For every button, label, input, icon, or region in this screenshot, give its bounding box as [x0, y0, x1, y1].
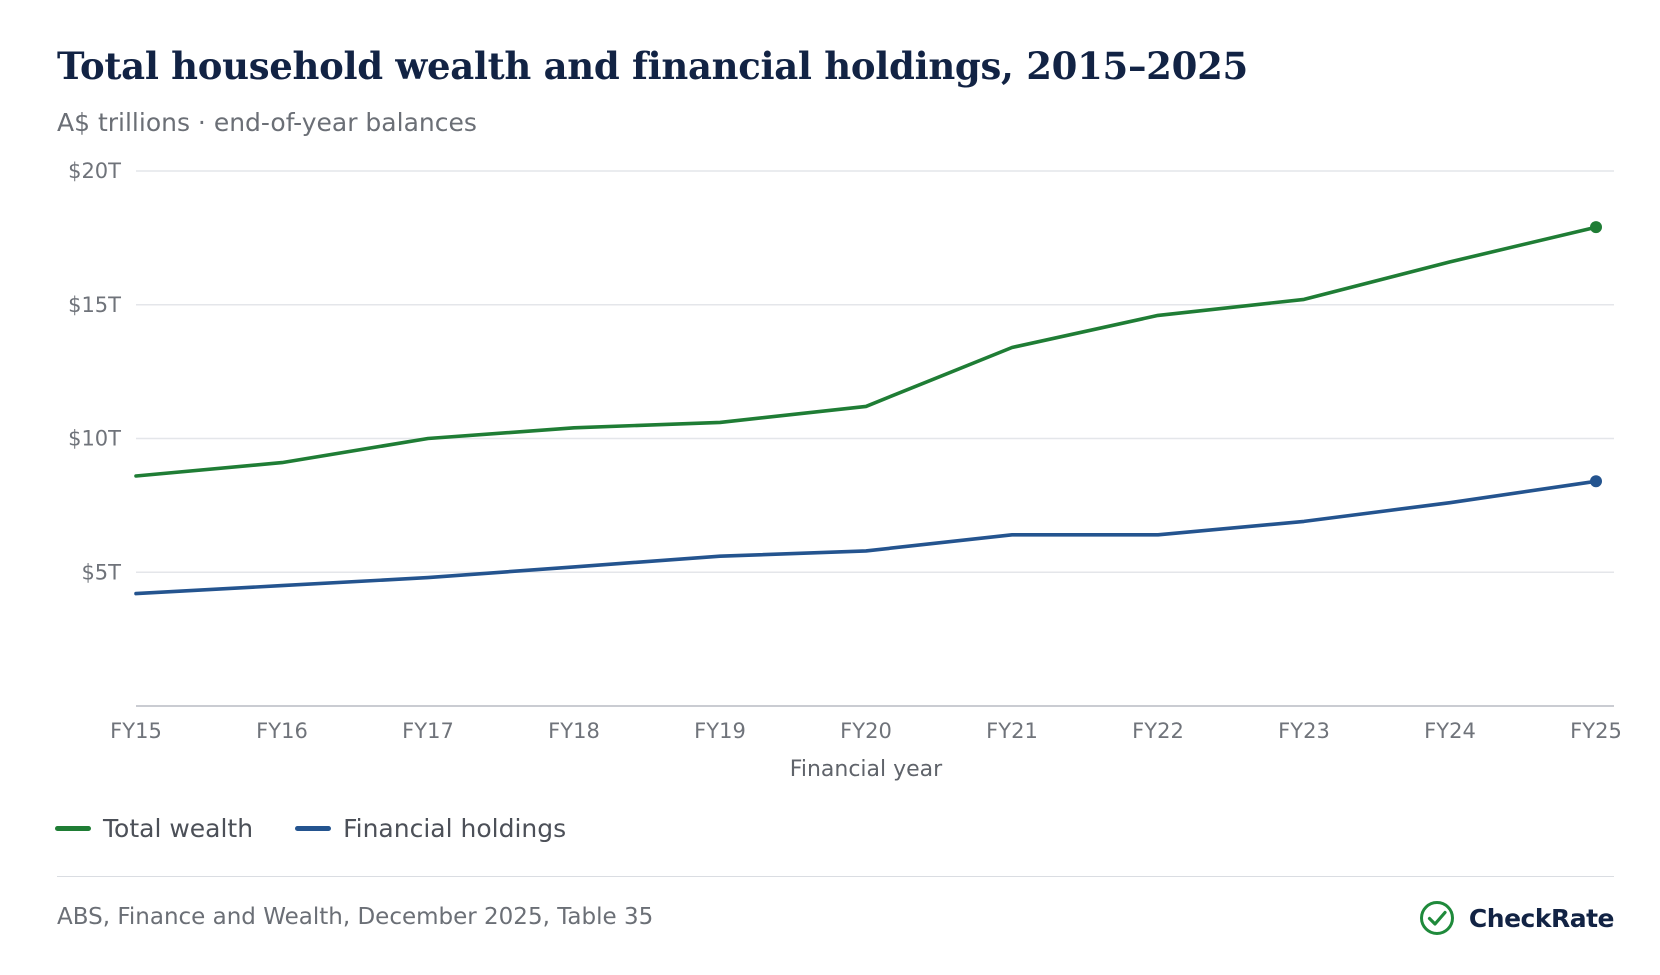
- x-tick-label: FY18: [548, 719, 600, 743]
- footer-divider: [57, 876, 1614, 877]
- check-circle-icon: [1419, 901, 1454, 935]
- y-tick-label: $10T: [68, 427, 121, 451]
- chart-subtitle: A$ trillions · end-of-year balances: [57, 108, 477, 137]
- end-point-financial-holdings: [1590, 475, 1602, 488]
- legend-item-total-wealth: Total wealth: [55, 814, 253, 843]
- legend-label-financial-holdings: Financial holdings: [343, 814, 567, 843]
- x-tick-label: FY20: [840, 719, 892, 743]
- grid-lines: [136, 170, 1614, 573]
- y-tick-label: $20T: [68, 159, 121, 183]
- x-tick-label: FY21: [986, 719, 1038, 743]
- legend-label-total-wealth: Total wealth: [103, 814, 254, 843]
- series-line-financial-holdings: [134, 479, 1598, 596]
- brand-name: CheckRate: [1468, 903, 1615, 933]
- x-tick-label: FY22: [1132, 719, 1184, 743]
- x-tick-label: FY23: [1278, 719, 1330, 743]
- y-tick-label: $15T: [68, 293, 121, 317]
- series-line-total-wealth: [134, 225, 1598, 478]
- x-tick-label: FY16: [256, 719, 308, 743]
- x-tick-label: FY15: [110, 719, 162, 743]
- x-tick-label: FY19: [694, 719, 746, 743]
- y-axis-ticks: $5T $10T $15T $20T: [68, 159, 121, 584]
- x-axis-ticks: FY15 FY16 FY17 FY18 FY19 FY20 FY21 FY22 FY23 FY24…: [110, 719, 1622, 743]
- legend-item-financial-holdings: Financial holdings: [295, 814, 566, 843]
- x-tick-label: FY25: [1570, 719, 1622, 743]
- x-axis-label: Financial year: [790, 757, 943, 782]
- x-tick-label: FY24: [1424, 719, 1476, 743]
- source-note: ABS, Finance and Wealth, December 2025, …: [57, 904, 654, 930]
- y-tick-label: $5T: [81, 560, 121, 584]
- legend-swatch-total-wealth: [55, 826, 91, 831]
- brand-logo: CheckRate: [1419, 900, 1615, 936]
- end-point-total-wealth: [1590, 221, 1602, 234]
- legend: Total wealth Financial holdings: [55, 814, 566, 843]
- series-lines: [134, 221, 1602, 596]
- x-tick-label: FY17: [402, 719, 454, 743]
- chart-title: Total household wealth and financial hol…: [57, 44, 1248, 88]
- legend-swatch-financial-holdings: [295, 826, 332, 831]
